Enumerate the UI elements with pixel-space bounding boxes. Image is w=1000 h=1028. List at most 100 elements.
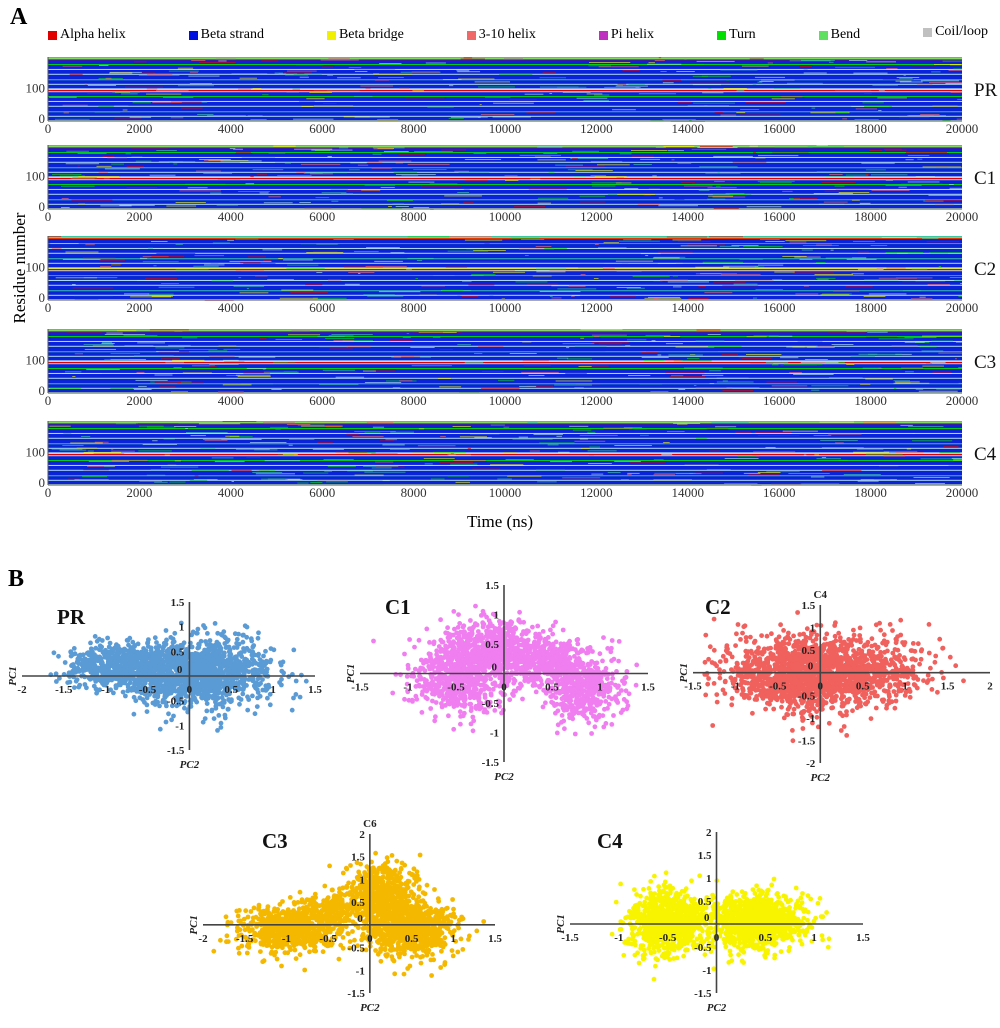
- structure-band: [48, 162, 962, 168]
- structure-speckle: [591, 185, 616, 187]
- structure-speckle: [571, 295, 575, 297]
- scatter-point: [468, 701, 474, 707]
- structure-band: [48, 193, 962, 195]
- structure-band: [48, 101, 962, 106]
- structure-speckle: [84, 83, 87, 85]
- structure-band: [48, 189, 962, 194]
- structure-speckle: [156, 150, 177, 151]
- scatter-point: [207, 668, 213, 674]
- scatter-point: [456, 612, 461, 617]
- structure-band: [48, 188, 962, 190]
- structure-speckle: [896, 77, 920, 78]
- scatter-point: [137, 695, 143, 701]
- structure-speckle: [822, 293, 852, 295]
- x-tick-label: 8000: [401, 209, 427, 224]
- scatter-point: [172, 630, 178, 636]
- structure-speckle: [296, 65, 324, 66]
- structure-speckle: [187, 187, 208, 189]
- scatter-point: [213, 703, 219, 709]
- structure-speckle: [333, 238, 354, 240]
- x-tick-label: -1: [101, 684, 110, 696]
- scatter-point: [449, 674, 455, 680]
- structure-speckle: [365, 265, 407, 267]
- structure-speckle: [916, 84, 933, 86]
- structure-band: [48, 262, 962, 264]
- structure-speckle: [544, 248, 567, 249]
- structure-speckle: [177, 85, 214, 87]
- scatter-point: [216, 671, 222, 676]
- structure-speckle: [129, 116, 152, 118]
- structure-speckle: [407, 236, 450, 238]
- structure-speckle: [938, 266, 942, 267]
- scatter-point: [256, 630, 261, 636]
- structure-speckle: [142, 261, 179, 263]
- structure-band: [48, 295, 962, 300]
- x-tick-label: 16000: [763, 209, 796, 224]
- structure-speckle: [870, 245, 888, 246]
- scatter-point: [159, 649, 165, 655]
- structure-speckle: [83, 277, 118, 279]
- x-tick-label: 8000: [401, 300, 427, 315]
- structure-speckle: [771, 98, 795, 100]
- structure-speckle: [82, 257, 116, 259]
- structure-speckle: [813, 193, 853, 194]
- structure-speckle: [662, 79, 682, 81]
- x-tick-label: 0: [187, 684, 193, 696]
- structure-speckle: [686, 244, 725, 246]
- y-tick-label: -0.5: [167, 696, 185, 708]
- structure-speckle: [535, 246, 552, 247]
- structure-speckle: [698, 286, 706, 287]
- scatter-point: [219, 695, 225, 701]
- structure-speckle: [357, 164, 369, 166]
- structure-band: [48, 178, 962, 181]
- x-tick-label: 0: [45, 300, 52, 315]
- structure-speckle: [927, 284, 950, 285]
- structure-speckle: [309, 92, 332, 93]
- structure-speckle: [854, 119, 879, 121]
- structure-speckle: [102, 156, 115, 157]
- structure-speckle: [519, 154, 562, 156]
- scatter-point: [88, 646, 94, 652]
- legend-swatch: [818, 30, 828, 40]
- scatter-point: [134, 650, 139, 655]
- structure-speckle: [354, 71, 368, 72]
- structure-speckle: [905, 152, 948, 153]
- structure-speckle: [926, 241, 960, 243]
- scatter-point: [86, 667, 92, 672]
- structure-speckle: [296, 172, 306, 173]
- scatter-point: [404, 674, 410, 679]
- scatter-point: [256, 662, 262, 668]
- structure-speckle: [652, 257, 680, 259]
- scatter-point: [203, 639, 209, 644]
- structure-speckle: [693, 102, 736, 104]
- scatter-point: [245, 707, 251, 713]
- structure-speckle: [441, 203, 460, 205]
- structure-speckle: [203, 173, 233, 175]
- structure-speckle: [617, 194, 655, 195]
- structure-speckle: [489, 294, 494, 296]
- structure-speckle: [720, 273, 761, 275]
- structure-speckle: [504, 175, 518, 177]
- structure-band: [48, 69, 962, 74]
- heatmap-pr: 0 2000 4000 6000 8000 10000 12000 14000 16000 180…: [26, 57, 998, 136]
- structure-speckle: [658, 57, 662, 59]
- scatter-point: [533, 634, 538, 640]
- structure-speckle: [444, 195, 482, 197]
- scatter-point: [76, 684, 82, 690]
- structure-speckle: [239, 77, 258, 79]
- structure-speckle: [123, 293, 150, 295]
- scatter-point: [521, 619, 527, 625]
- structure-band: [48, 275, 962, 280]
- structure-band: [48, 83, 962, 85]
- x-tick-label: 4000: [218, 209, 244, 224]
- scatter-point: [131, 685, 137, 690]
- structure-speckle: [799, 66, 813, 67]
- structure-speckle: [62, 104, 88, 106]
- scatter-point: [439, 704, 445, 710]
- scatter-point: [431, 639, 437, 645]
- scatter-point: [447, 701, 452, 707]
- structure-speckle: [367, 162, 383, 164]
- structure-speckle: [680, 182, 696, 184]
- structure-speckle: [612, 109, 636, 111]
- structure-speckle: [100, 205, 132, 207]
